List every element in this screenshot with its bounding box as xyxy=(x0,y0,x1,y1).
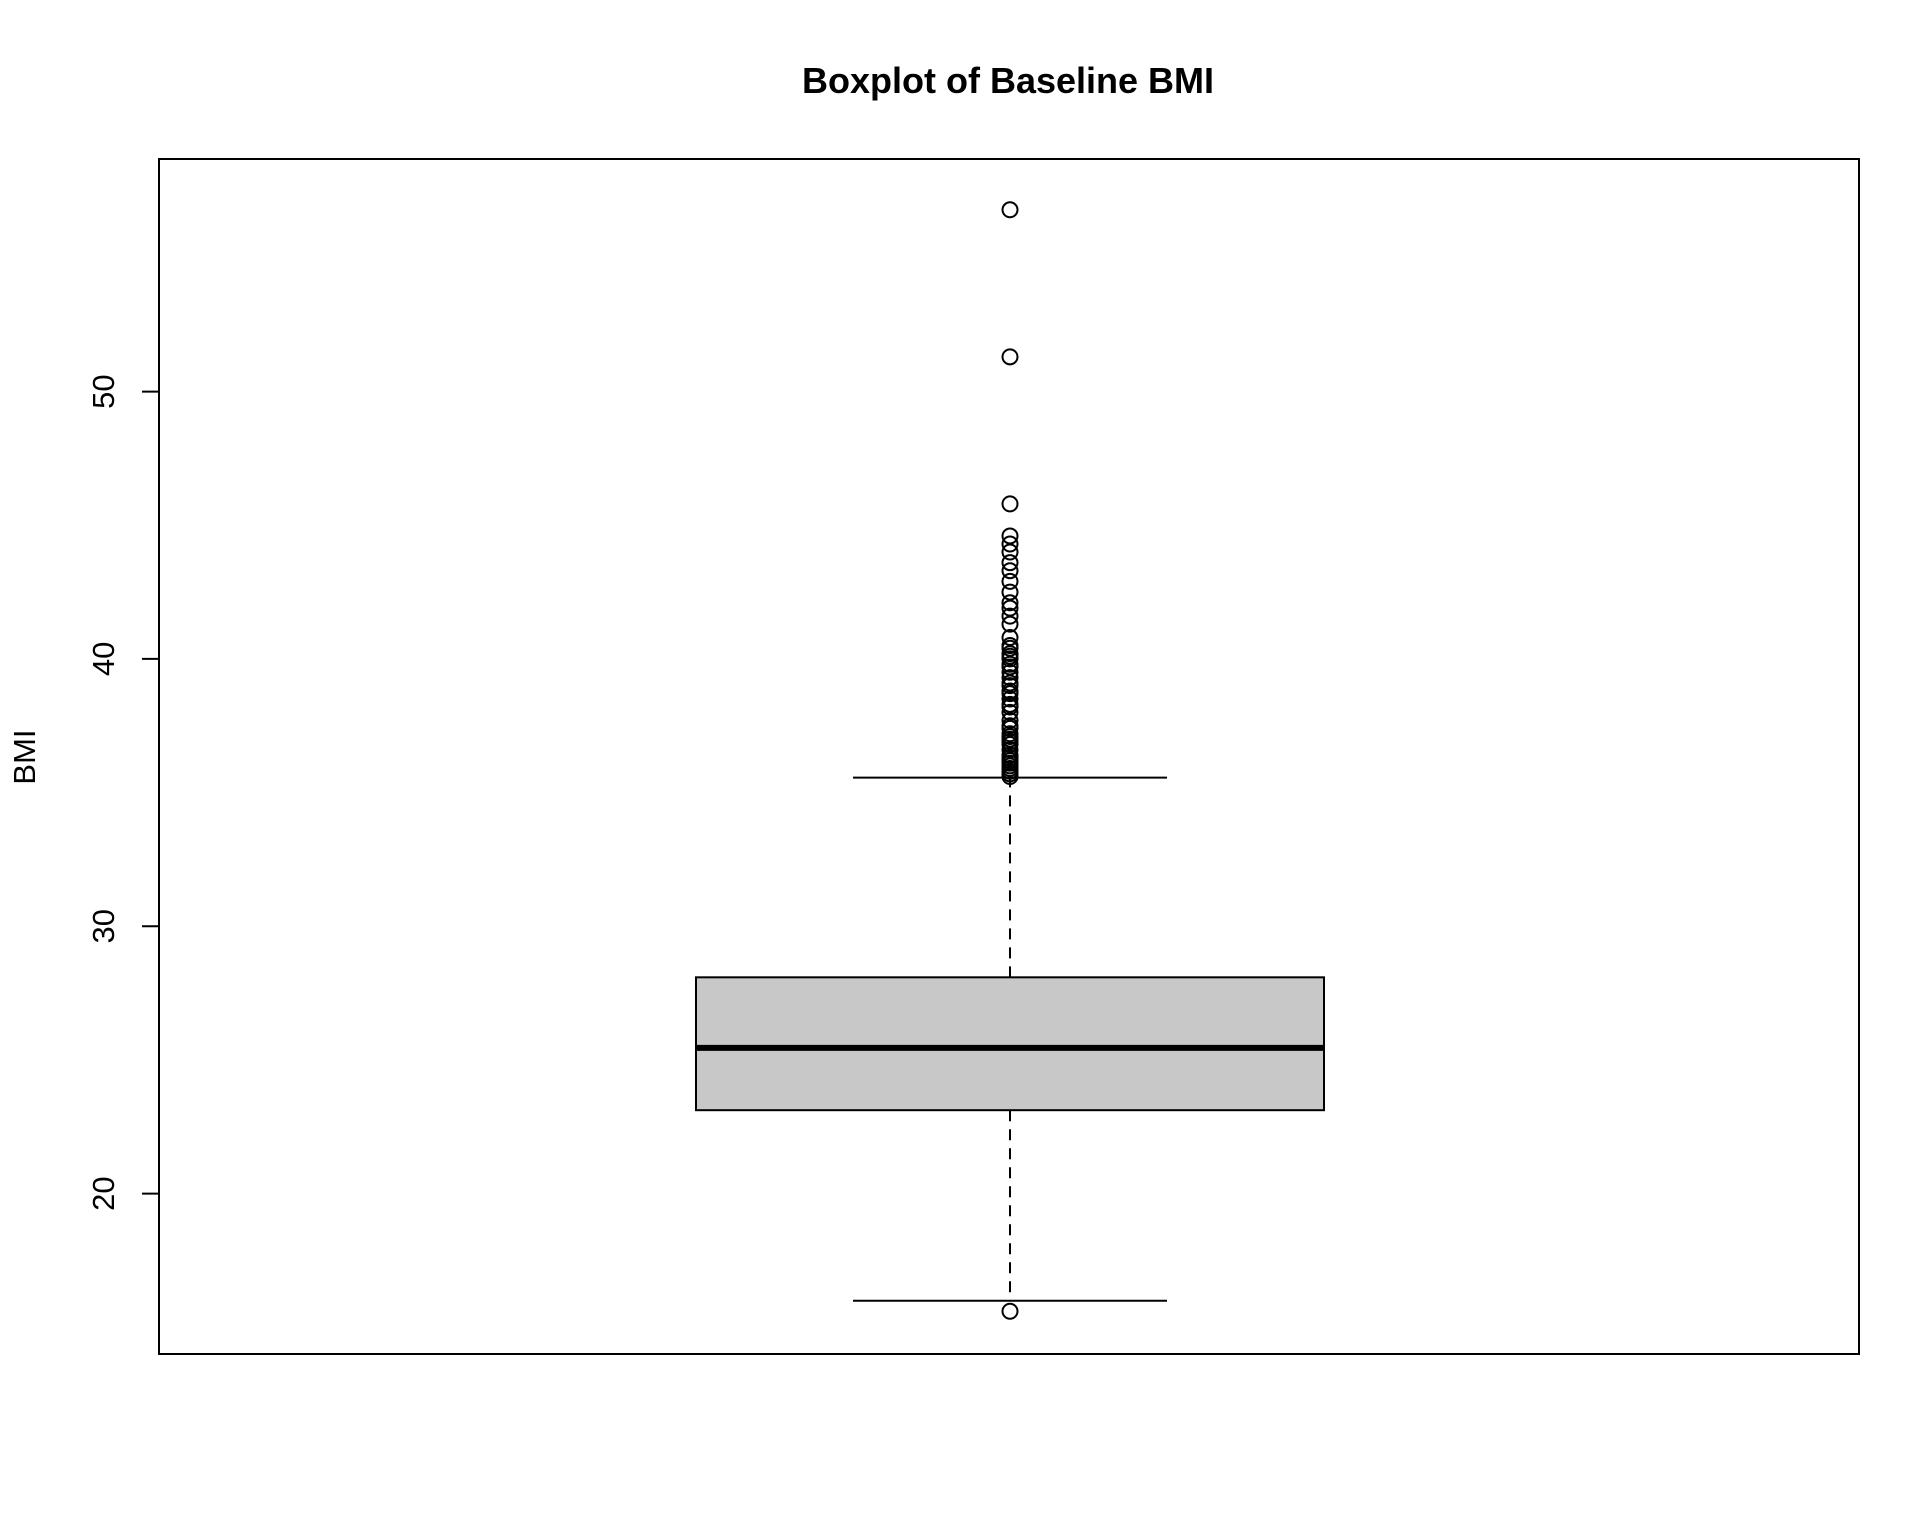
outlier-point xyxy=(1001,527,1019,545)
outlier-point xyxy=(1001,1302,1019,1320)
y-axis-label: BMI xyxy=(7,729,42,784)
outlier-point xyxy=(1001,543,1019,561)
outlier-point xyxy=(1001,669,1019,687)
outlier-point xyxy=(1001,645,1019,663)
outlier-point xyxy=(1001,562,1019,580)
outlier-point xyxy=(1001,682,1019,700)
outlier-points xyxy=(1001,201,1019,1320)
outlier-point xyxy=(1001,495,1019,513)
chart-title: Boxplot of Baseline BMI xyxy=(802,60,1214,101)
box-group xyxy=(695,776,1325,1302)
y-tick-label: 40 xyxy=(86,642,121,676)
outlier-point xyxy=(1001,741,1019,759)
outlier-point xyxy=(1001,594,1019,612)
iqr-box xyxy=(695,976,1325,1112)
outlier-point xyxy=(1001,746,1019,764)
outlier-point xyxy=(1001,535,1019,553)
outlier-point xyxy=(1001,583,1019,601)
outlier-point xyxy=(1001,663,1019,681)
y-tick-label: 30 xyxy=(86,909,121,943)
outlier-point xyxy=(1001,599,1019,617)
outlier-point xyxy=(1001,703,1019,721)
outlier-point xyxy=(1001,717,1019,735)
outlier-point xyxy=(1001,655,1019,673)
outlier-point xyxy=(1001,674,1019,692)
outlier-point xyxy=(1001,695,1019,713)
outlier-point xyxy=(1001,615,1019,633)
y-axis: 20 30 40 50 xyxy=(86,374,160,1211)
outlier-point xyxy=(1001,554,1019,572)
outlier-point xyxy=(1001,348,1019,366)
outlier-point xyxy=(1001,725,1019,743)
outlier-point xyxy=(1001,607,1019,625)
y-tick-label: 50 xyxy=(86,374,121,408)
outlier-point xyxy=(1001,201,1019,219)
outlier-point xyxy=(1001,690,1019,708)
outlier-point xyxy=(1001,572,1019,590)
outlier-point xyxy=(1001,637,1019,655)
y-tick-label: 20 xyxy=(86,1176,121,1210)
outlier-point xyxy=(1001,711,1019,729)
outlier-point xyxy=(1001,629,1019,647)
